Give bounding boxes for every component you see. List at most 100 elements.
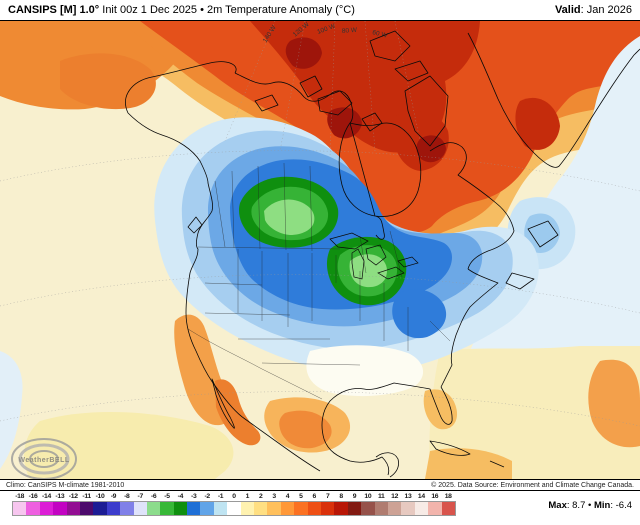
model-name: CANSIPS [M] 1.0° — [8, 4, 100, 16]
colorbar-cell — [428, 502, 442, 515]
colorbar-tick-label: -3 — [191, 493, 197, 500]
colorbar — [12, 501, 456, 516]
lon-label-60w: 60 W — [372, 29, 389, 40]
borders — [187, 162, 451, 400]
colorbar-cell — [294, 502, 308, 515]
atlantic-cool-core — [524, 213, 560, 253]
colorbar-tick-label: 3 — [272, 493, 276, 500]
credits-row: Climo: CanSIPS M-climate 1981-2010 © 202… — [0, 480, 640, 491]
colorbar-cell — [213, 502, 228, 515]
colorbar-tick-label: 18 — [444, 493, 452, 500]
colorbar-tick-label: 9 — [352, 493, 357, 500]
colorbar-tick-label: 12 — [391, 493, 399, 500]
colorbar-tick-label: 16 — [431, 493, 439, 500]
colorbar-cell — [146, 502, 161, 515]
colorbar-cell — [133, 502, 147, 515]
colorbar-tick-label: 0 — [232, 493, 236, 500]
colorbar-cell — [320, 502, 335, 515]
max-min-readout: Max: 8.7 • Min: -6.4 — [548, 500, 632, 511]
climo-text: Climo: CanSIPS M-climate 1981-2010 — [6, 481, 125, 489]
valid-value: : Jan 2026 — [580, 4, 632, 16]
colorbar-cell — [361, 502, 375, 515]
colorbar-tick-label: -7 — [137, 493, 143, 500]
south-neutral-patch — [306, 345, 424, 397]
valid-time: Valid: Jan 2026 — [555, 4, 632, 16]
colorbar-cell — [267, 502, 281, 515]
colorbar-cell — [347, 502, 362, 515]
pacific-pale-blue — [0, 351, 23, 469]
bering-warm-blob — [60, 53, 156, 110]
copyright-text: © 2025. Data Source: Environment and Cli… — [431, 481, 634, 489]
graticule-lines — [0, 21, 640, 427]
colorbar-cell — [414, 502, 429, 515]
valid-label: Valid — [554, 4, 581, 16]
colorbar-tick-label: -11 — [82, 493, 91, 500]
page-title: CANSIPS [M] 1.0° Init 00z 1 Dec 2025 • 2… — [8, 4, 355, 16]
color-scale-area: -18 -16 -14 -13 -12 -11 -10 -9 -8 -7 -6 -5 -4 -3 -2 -1 0… — [0, 491, 640, 524]
colorbar-tick-label: -12 — [68, 493, 78, 500]
baja-orange-core — [215, 379, 261, 446]
colorbar-tick-label: -2 — [204, 493, 210, 500]
map-canvas: 140 W 120 W 100 W 80 W 60 W — [0, 21, 640, 480]
colorbar-tick-label: 8 — [339, 493, 343, 500]
colorbar-tick-label: -13 — [55, 493, 65, 500]
dark-red-core-1 — [285, 37, 322, 69]
colorbar-cell — [173, 502, 188, 515]
colorbar-tick-label: -5 — [164, 493, 170, 500]
colorbar-tick-label: 4 — [285, 493, 290, 500]
prairie-green-light — [264, 199, 315, 235]
colorbar-cell — [280, 502, 295, 515]
colorbar-cell — [254, 502, 268, 515]
colorbar-tick-label: 14 — [417, 493, 425, 500]
colorbar-tick-label: 7 — [325, 493, 330, 500]
max-value: : 8.7 — [566, 500, 586, 511]
colorbar-cell — [93, 502, 107, 515]
northeast-cold-lobe — [392, 289, 447, 339]
caribbean-warm — [425, 448, 512, 479]
south-atlantic-yellow — [429, 346, 640, 479]
colorbar-cell — [401, 502, 415, 515]
colorbar-cell — [39, 502, 54, 515]
colorbar-cell — [53, 502, 67, 515]
min-value: : -6.4 — [610, 500, 632, 511]
header-bar: CANSIPS [M] 1.0° Init 00z 1 Dec 2025 • 2… — [0, 0, 640, 21]
anomaly-map: 140 W 120 W 100 W 80 W 60 W — [0, 21, 640, 479]
watermark-logo: WeatherBELL — [11, 438, 77, 479]
colorbar-cell — [120, 502, 134, 515]
max-label: Max — [548, 500, 567, 511]
florida-warm-blob — [423, 389, 458, 430]
coastlines — [125, 30, 640, 478]
colorbar-tick-label: -6 — [150, 493, 157, 500]
colorbar-tick-label: -10 — [95, 493, 105, 500]
lakes-green-light — [349, 254, 387, 288]
colorbar-tick-label: -4 — [177, 493, 184, 500]
mexico-orange-core — [279, 410, 332, 449]
colorbar-cell — [79, 502, 94, 515]
east-orange-blob — [588, 359, 640, 448]
colorbar-tick-label: -14 — [42, 493, 51, 500]
lon-label-80w: 80 W — [342, 27, 359, 35]
colorbar-cell — [160, 502, 174, 515]
init-text: Init 00z 1 Dec 2025 • 2m Temperature Ano… — [99, 4, 355, 16]
colorbar-tick-label: -1 — [217, 493, 224, 500]
colorbar-cell — [307, 502, 321, 515]
colorbar-tick-label: 2 — [258, 493, 263, 500]
colorbar-tick-label: -18 — [15, 493, 25, 500]
atlantic-pale-field — [470, 36, 640, 363]
colorbar-cell — [227, 502, 241, 515]
colorbar-cell — [26, 502, 40, 515]
colorbar-tick-label: 10 — [364, 493, 372, 500]
colorbar-tick-label: 5 — [299, 493, 303, 500]
colorbar-cell — [200, 502, 214, 515]
colorbar-cell — [240, 502, 255, 515]
dark-red-core-3 — [416, 135, 446, 163]
colorbar-cell — [387, 502, 402, 515]
colorbar-tick-label: -16 — [28, 493, 38, 500]
colorbar-labels: -18 -16 -14 -13 -12 -11 -10 -9 -8 -7 -6 -5 -4 -3 -2 -1 0… — [13, 492, 455, 501]
colorbar-tick-label: -9 — [110, 493, 117, 500]
maxmin-separator: • — [585, 500, 594, 511]
colorbar-cell — [334, 502, 348, 515]
colorbar-cell — [13, 502, 27, 515]
colorbar-tick-label: 13 — [404, 493, 412, 500]
